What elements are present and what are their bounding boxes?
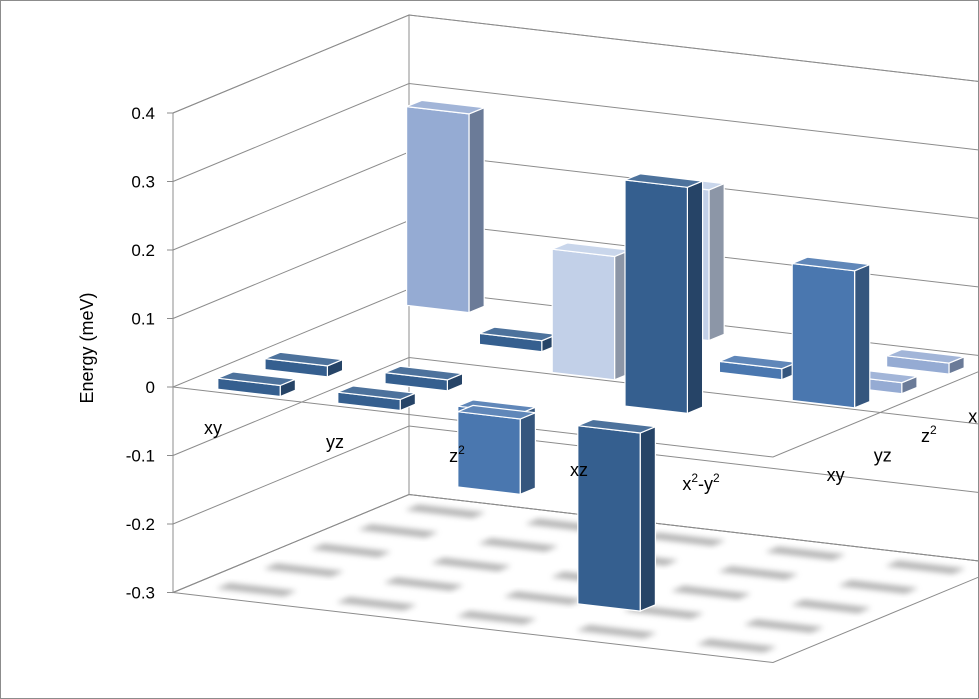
bar-side-face [686,180,704,415]
bar [575,418,658,612]
floor-shadow [310,543,392,558]
bar-top-face [406,99,485,115]
gridline [172,82,978,182]
floor-shadow [478,538,559,552]
floor-shadow [670,585,752,600]
bar-side-face [639,425,657,612]
bar-side-face [853,263,871,409]
bar-top-face [455,404,538,420]
bar [455,404,538,496]
bar-top-face [262,351,345,367]
bar-front-face [406,105,470,314]
floor-shadow [405,504,486,518]
floor-shadow [885,560,966,574]
bar-side-face [708,182,725,342]
bar-shadows [216,504,966,653]
bar-front-face [624,179,689,415]
bar [624,173,704,415]
bar-top-face [884,348,967,364]
y-tick-label: 0.4 [131,104,155,123]
x-category-label: x2-y2 [682,471,720,494]
floor-shadow [503,591,584,605]
floor-shadow [645,532,726,546]
bar [406,99,485,314]
bar-top-face [382,365,465,381]
bar-front-face [791,262,856,409]
bar [717,354,800,381]
bar-side-face [468,106,485,314]
x-category-label: yz [326,432,344,452]
floor-shadow [576,625,657,639]
depth-category-label: z2 [921,423,937,446]
bar [262,351,345,378]
floor-shadow [765,546,846,560]
bar [335,385,418,412]
bar-top-face [335,385,418,401]
floor-shadow [838,580,919,594]
bars [215,99,967,612]
y-tick-label: -0.3 [126,584,155,603]
floor-shadow [216,583,297,597]
bar [382,365,465,392]
floor-shadow [790,599,872,614]
depth-category-label: xz [968,406,978,426]
floor-shadow [718,566,799,580]
gridline [172,425,978,525]
bar-front-face [551,248,616,381]
depth-category-label: yz [874,446,892,466]
bar-top-face [575,418,658,434]
floor-shadow [336,597,417,611]
y-tick-label: 0.1 [131,310,155,329]
floor-shadow [696,639,777,653]
bar-front-face [577,425,641,612]
bar-side-face [519,411,537,496]
y-tick-label: 0 [146,378,155,397]
bar [549,242,633,381]
depth-category-label: xy [827,465,845,485]
x-category-label: xy [204,418,222,438]
gridline [172,493,978,593]
y-tick-label: -0.1 [126,447,155,466]
floor-shadow [430,557,512,572]
gridline [172,356,978,456]
floor-shadow [456,611,537,625]
floor-shadow [383,577,464,591]
zero-plane-edge [172,371,978,458]
bar [884,348,967,375]
gridline [172,14,978,114]
x-category-label: xz [570,460,588,480]
x-category-label: z2 [449,443,465,466]
bar [477,326,560,353]
bar-top-face [789,256,873,272]
y-tick-label: -0.2 [126,515,155,534]
y-axis-ticks: 0.4 0.3 0.2 0.1 0 -0.1 -0.2 -0.3 [126,104,173,603]
bar [789,256,873,409]
floor-shadow [263,563,344,577]
gridline [172,151,978,251]
y-axis-label: Energy (meV) [77,292,97,403]
y-tick-label: 0.3 [131,173,155,192]
bar-top-face [215,371,298,387]
bar [215,371,298,398]
floor-shadow [743,619,824,633]
bar-front-face [457,411,521,495]
floor-shadow [358,524,439,538]
bar-top-face [624,173,703,188]
y-tick-label: 0.2 [131,241,155,260]
